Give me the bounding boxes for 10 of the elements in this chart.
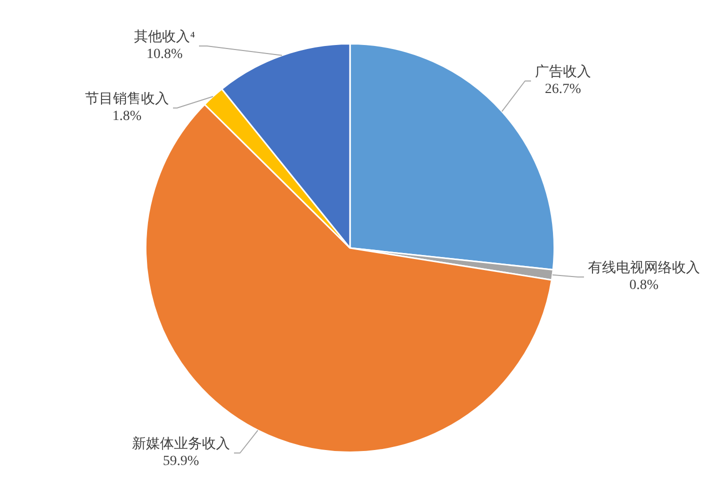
data-label: 0.8% <box>629 278 659 294</box>
data-label: 1.8% <box>112 109 142 124</box>
slice-label: 新媒体业务收入 <box>132 436 230 452</box>
slice-label: 节目销售收入 <box>85 91 169 108</box>
slice-label: 其他收入⁴ <box>134 29 196 46</box>
slice-label: 广告收入 <box>535 64 591 80</box>
data-label: 26.7% <box>544 82 582 98</box>
data-label: 10.8% <box>146 47 183 62</box>
data-label: 59.9% <box>162 454 200 470</box>
slice-label: 有线电视网络收入 <box>588 260 700 276</box>
